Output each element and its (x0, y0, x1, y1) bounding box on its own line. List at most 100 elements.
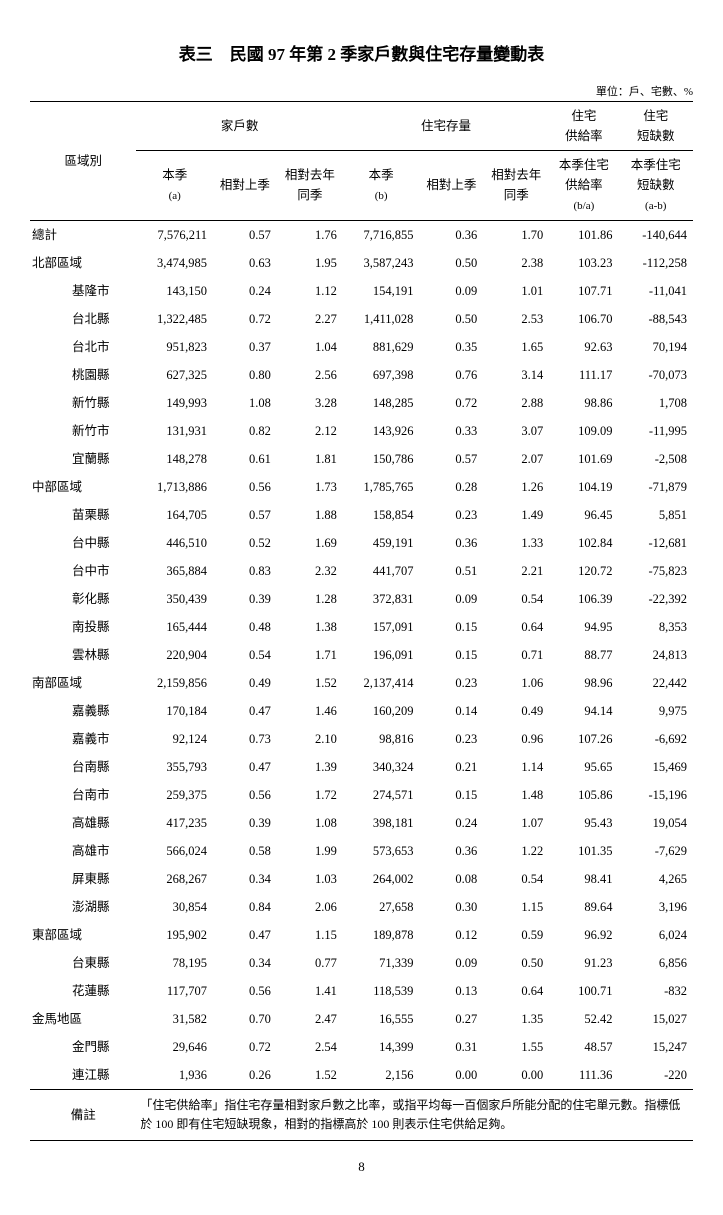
region-cell: 台北縣 (30, 305, 136, 333)
value-cell: -22,392 (618, 585, 693, 613)
value-cell: 154,191 (343, 277, 420, 305)
value-cell: 0.57 (419, 445, 483, 473)
value-cell: 3.28 (277, 389, 343, 417)
value-cell: 1.48 (483, 781, 549, 809)
value-cell: 149,993 (136, 389, 213, 417)
header-supply-group: 住宅 供給率 (549, 102, 618, 151)
header-shortage: 本季住宅 短缺數(a-b) (618, 151, 693, 221)
value-cell: 0.57 (213, 501, 277, 529)
table-row: 金門縣29,6460.722.5414,3990.311.5548.5715,2… (30, 1033, 693, 1061)
value-cell: 350,439 (136, 585, 213, 613)
value-cell: 0.57 (213, 220, 277, 249)
value-cell: 148,285 (343, 389, 420, 417)
value-cell: 100.71 (549, 977, 618, 1005)
table-title: 表三 民國 97 年第 2 季家戶數與住宅存量變動表 (30, 40, 693, 65)
value-cell: 0.56 (213, 473, 277, 501)
value-cell: 0.76 (419, 361, 483, 389)
region-cell: 花蓮縣 (30, 977, 136, 1005)
value-cell: 160,209 (343, 697, 420, 725)
value-cell: 0.96 (483, 725, 549, 753)
value-cell: 1,411,028 (343, 305, 420, 333)
value-cell: -70,073 (618, 361, 693, 389)
value-cell: 0.31 (419, 1033, 483, 1061)
value-cell: 24,813 (618, 641, 693, 669)
value-cell: -220 (618, 1061, 693, 1090)
region-cell: 台東縣 (30, 949, 136, 977)
region-cell: 台中縣 (30, 529, 136, 557)
value-cell: 1.15 (483, 893, 549, 921)
value-cell: 92,124 (136, 725, 213, 753)
table-row: 彰化縣350,4390.391.28372,8310.090.54106.39-… (30, 585, 693, 613)
value-cell: -71,879 (618, 473, 693, 501)
value-cell: 52.42 (549, 1005, 618, 1033)
value-cell: 14,399 (343, 1033, 420, 1061)
value-cell: 2.12 (277, 417, 343, 445)
value-cell: 274,571 (343, 781, 420, 809)
value-cell: 1.71 (277, 641, 343, 669)
value-cell: 355,793 (136, 753, 213, 781)
value-cell: 164,705 (136, 501, 213, 529)
value-cell: 1.70 (483, 220, 549, 249)
value-cell: 118,539 (343, 977, 420, 1005)
value-cell: 165,444 (136, 613, 213, 641)
value-cell: 0.63 (213, 249, 277, 277)
table-row: 台中市365,8840.832.32441,7070.512.21120.72-… (30, 557, 693, 585)
value-cell: 0.64 (483, 613, 549, 641)
value-cell: 8,353 (618, 613, 693, 641)
value-cell: 1.49 (483, 501, 549, 529)
table-row: 台東縣78,1950.340.7771,3390.090.5091.236,85… (30, 949, 693, 977)
value-cell: 0.80 (213, 361, 277, 389)
value-cell: 365,884 (136, 557, 213, 585)
value-cell: 566,024 (136, 837, 213, 865)
region-cell: 台北市 (30, 333, 136, 361)
value-cell: 2.38 (483, 249, 549, 277)
value-cell: 1.08 (277, 809, 343, 837)
header-region: 區域別 (30, 102, 136, 221)
value-cell: 0.23 (419, 501, 483, 529)
value-cell: 0.84 (213, 893, 277, 921)
data-table: 區域別 家戶數 住宅存量 住宅 供給率 住宅 短缺數 本季(a) 相對上季 相對… (30, 101, 693, 1141)
value-cell: 94.14 (549, 697, 618, 725)
value-cell: 0.13 (419, 977, 483, 1005)
value-cell: 143,926 (343, 417, 420, 445)
region-cell: 雲林縣 (30, 641, 136, 669)
header-stock-group: 住宅存量 (343, 102, 549, 151)
value-cell: 98.86 (549, 389, 618, 417)
value-cell: 92.63 (549, 333, 618, 361)
value-cell: 9,975 (618, 697, 693, 725)
value-cell: 1.14 (483, 753, 549, 781)
value-cell: 3.07 (483, 417, 549, 445)
value-cell: 2.07 (483, 445, 549, 473)
value-cell: 372,831 (343, 585, 420, 613)
table-row: 北部區域3,474,9850.631.953,587,2430.502.3810… (30, 249, 693, 277)
value-cell: 1.99 (277, 837, 343, 865)
value-cell: 0.72 (213, 1033, 277, 1061)
value-cell: 1.07 (483, 809, 549, 837)
table-row: 連江縣1,9360.261.522,1560.000.00111.36-220 (30, 1061, 693, 1090)
table-row: 苗栗縣164,7050.571.88158,8540.231.4996.455,… (30, 501, 693, 529)
value-cell: 48.57 (549, 1033, 618, 1061)
value-cell: 2.10 (277, 725, 343, 753)
value-cell: 7,576,211 (136, 220, 213, 249)
value-cell: 31,582 (136, 1005, 213, 1033)
value-cell: 148,278 (136, 445, 213, 473)
value-cell: 0.54 (483, 585, 549, 613)
table-row: 台北市951,8230.371.04881,6290.351.6592.6370… (30, 333, 693, 361)
note-text: 「住宅供給率」指住宅存量相對家戶數之比率，或指平均每一百個家戶所能分配的住宅單元… (136, 1089, 693, 1140)
region-cell: 桃園縣 (30, 361, 136, 389)
value-cell: -11,995 (618, 417, 693, 445)
value-cell: 27,658 (343, 893, 420, 921)
value-cell: -75,823 (618, 557, 693, 585)
table-row: 台南縣355,7930.471.39340,3240.211.1495.6515… (30, 753, 693, 781)
value-cell: 1.12 (277, 277, 343, 305)
value-cell: 0.37 (213, 333, 277, 361)
header-st-lastyear: 相對去年 同季 (483, 151, 549, 221)
region-cell: 嘉義市 (30, 725, 136, 753)
header-hh-lastyear: 相對去年 同季 (277, 151, 343, 221)
value-cell: 0.47 (213, 697, 277, 725)
value-cell: 98.41 (549, 865, 618, 893)
value-cell: 195,902 (136, 921, 213, 949)
value-cell: 0.00 (483, 1061, 549, 1090)
value-cell: 0.23 (419, 669, 483, 697)
value-cell: 0.72 (419, 389, 483, 417)
